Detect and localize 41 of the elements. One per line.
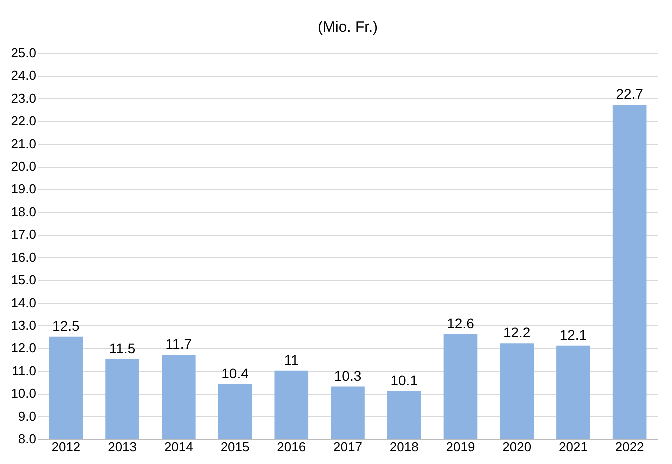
- y-tick-label: 16.0: [11, 250, 36, 265]
- y-tick-label: 14.0: [11, 295, 36, 310]
- x-tick-label: 2012: [52, 440, 81, 454]
- data-label: 12.5: [52, 318, 80, 334]
- y-tick-label: 13.0: [11, 318, 36, 333]
- y-tick-label: 8.0: [18, 432, 36, 446]
- y-tick-label: 19.0: [11, 182, 36, 197]
- data-label: 10.1: [390, 372, 418, 388]
- y-tick-label: 23.0: [11, 90, 36, 106]
- y-tick-label: 11.0: [12, 363, 36, 378]
- x-tick-label: 2022: [615, 440, 644, 454]
- x-tick-label: 2021: [558, 440, 588, 454]
- x-tick-label: 2014: [164, 440, 194, 454]
- data-label: 11.7: [166, 336, 192, 352]
- x-tick-label: 2019: [446, 440, 476, 454]
- y-tick-label: 20.0: [11, 159, 36, 174]
- data-label: 12.1: [560, 326, 588, 343]
- data-label: 11: [284, 352, 300, 368]
- y-tick-label: 22.0: [11, 114, 36, 129]
- x-tick-label: 2018: [390, 440, 419, 454]
- y-tick-label: 25.0: [11, 46, 36, 60]
- y-tick-label: 21.0: [11, 136, 36, 152]
- data-label: 12.2: [503, 324, 531, 341]
- y-tick-label: 12.0: [11, 340, 36, 356]
- y-tick-label: 15.0: [11, 272, 36, 288]
- x-tick-label: 2017: [334, 440, 362, 454]
- x-tick-label: 2013: [108, 440, 138, 454]
- data-label: 10.4: [222, 366, 250, 382]
- x-tick-label: 2015: [220, 440, 250, 454]
- data-label: 10.3: [334, 368, 362, 384]
- data-label: 12.6: [447, 316, 475, 332]
- data-label: 11.5: [109, 340, 136, 357]
- y-tick-label: 10.0: [11, 386, 36, 402]
- chart-title: (Mio. Fr.): [318, 19, 378, 36]
- y-tick-label: 17.0: [11, 227, 36, 242]
- x-tick-label: 2020: [502, 440, 532, 454]
- x-tick-label: 2016: [277, 440, 306, 454]
- data-label: 22.7: [616, 86, 644, 102]
- y-tick-label: 24.0: [11, 68, 36, 84]
- y-tick-label: 9.0: [18, 408, 36, 424]
- y-tick-label: 18.0: [11, 204, 36, 220]
